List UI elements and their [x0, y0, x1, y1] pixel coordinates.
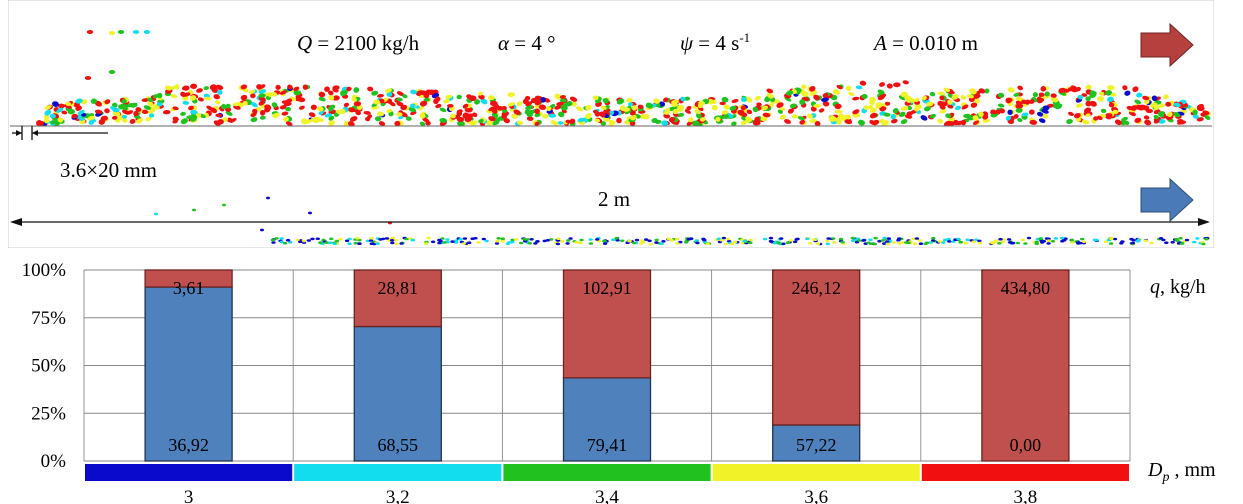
x-tick-label: 3,2 [386, 487, 410, 504]
bar-segment-retained [562, 269, 652, 379]
param-frequency: ψ = 4 s-1 [680, 30, 750, 55]
param-amplitude: A = 0.010 m [872, 31, 978, 55]
x-tick-label: 3,8 [1014, 487, 1038, 504]
length-dimension [10, 218, 1210, 226]
bar-segment-passed [562, 377, 652, 462]
data-label-retained: 434,80 [1001, 278, 1051, 298]
data-label-passed: 57,22 [796, 435, 837, 455]
bar-segment-retained [353, 269, 442, 328]
bar-segment-passed [144, 286, 233, 462]
bar-segment-retained [144, 269, 233, 288]
category-color-band [921, 464, 1129, 481]
data-label-retained: 3,61 [173, 278, 205, 298]
bar-segment-retained [772, 269, 861, 426]
y-tick-label: 100% [22, 260, 67, 281]
right-label-flow: q, kg/h [1150, 276, 1206, 298]
data-label-passed: 0,00 [1010, 435, 1042, 455]
aperture-label: 3.6×20 mm [60, 158, 157, 182]
data-label-passed: 36,92 [168, 435, 209, 455]
data-label-passed: 79,41 [587, 435, 628, 455]
category-color-band [294, 464, 502, 481]
data-label-passed: 68,55 [378, 435, 419, 455]
param-flow-rate: Q = 2100 kg/h [297, 31, 420, 55]
y-tick-label: 0% [41, 451, 67, 472]
data-label-retained: 246,12 [791, 278, 841, 298]
bar-segment-passed [772, 424, 861, 462]
grain-layer-underflow [154, 196, 1210, 246]
size-fraction-chart: 0% 25% 50% 75% 100% 3,61 36,92 3 28,81 68,55 3,2 10… [22, 260, 1216, 504]
category-color-band [85, 464, 293, 481]
y-tick-label: 25% [31, 403, 66, 424]
grain-layer-overflow [36, 30, 1211, 127]
x-tick-label: 3,4 [595, 487, 619, 504]
underflow-arrow-icon [1140, 177, 1194, 223]
y-tick-label: 75% [31, 308, 66, 329]
overflow-arrow-icon [1140, 22, 1194, 68]
length-label: 2 m [598, 187, 630, 211]
right-label-diameter: Dp , mm [1147, 459, 1216, 485]
data-label-retained: 102,91 [582, 278, 632, 298]
category-color-band [503, 464, 711, 481]
param-inclination: α = 4 ° [498, 31, 556, 55]
bar-segment-retained [981, 269, 1070, 462]
sieve-simulation-panel: Q = 2100 kg/h α = 4 ° ψ = 4 s-1 A = 0.01… [8, 0, 1214, 248]
category-color-band [712, 464, 920, 481]
bar-segment-passed [353, 325, 442, 462]
aperture-dimension [12, 126, 108, 140]
y-tick-label: 50% [31, 356, 66, 377]
x-tick-label: 3,6 [804, 487, 828, 504]
x-tick-label: 3 [184, 487, 194, 504]
data-label-retained: 28,81 [378, 278, 419, 298]
